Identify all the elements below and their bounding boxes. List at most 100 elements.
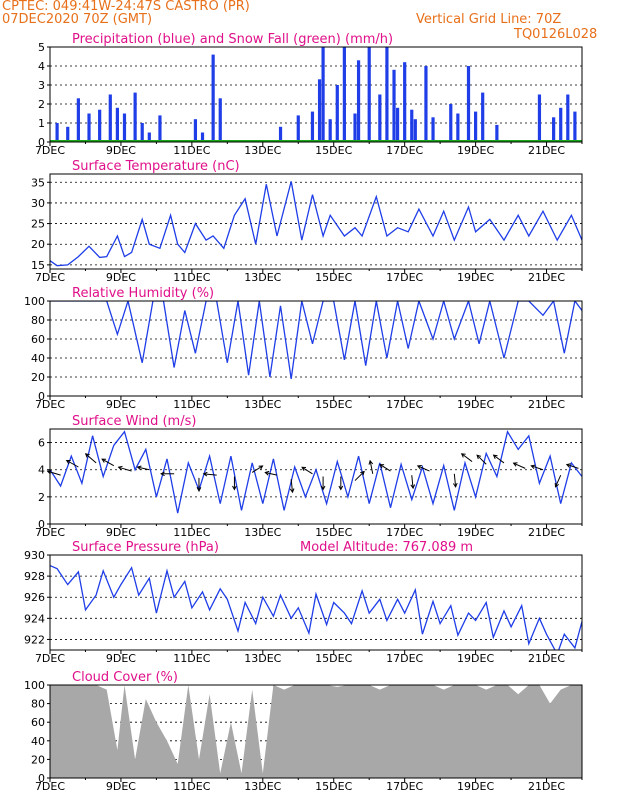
wind-arrow — [512, 462, 526, 469]
wind-title: Surface Wind (m/s) — [72, 414, 196, 429]
temperature-frame — [49, 173, 583, 270]
precip-bar — [321, 47, 325, 142]
wind-arrow — [554, 474, 562, 488]
temperature-series — [50, 181, 582, 267]
precip-bar — [133, 92, 137, 142]
y-tick-label: 40 — [31, 352, 45, 365]
x-tick-label: 19DEC — [457, 780, 494, 793]
x-tick-label: 15DEC — [315, 526, 352, 539]
wind-arrow — [320, 476, 326, 491]
x-tick-label: 9DEC — [106, 526, 136, 539]
precip-bar — [356, 60, 361, 142]
x-tick-label: 15DEC — [315, 652, 352, 665]
precip-bar — [378, 94, 382, 142]
y-tick-label: 100 — [24, 679, 45, 692]
cloud-cover-area — [50, 685, 582, 778]
x-tick-label: 21DEC — [528, 652, 565, 665]
precip-bar — [474, 111, 478, 142]
wind-arrow — [416, 465, 430, 472]
x-tick-label: 19DEC — [457, 144, 494, 157]
wind-arrow — [530, 464, 544, 471]
wind-arrow — [117, 465, 132, 472]
x-tick-label: 15DEC — [315, 780, 352, 793]
pressure-frame — [49, 554, 583, 651]
wind-series — [50, 430, 582, 514]
x-tick-label: 7DEC — [35, 271, 65, 284]
y-tick-label: 2 — [38, 491, 45, 504]
wind-arrow — [565, 463, 579, 469]
x-tick-label: 21DEC — [528, 271, 565, 284]
precip-panel: Precipitation (blue) and Snow Fall (gree… — [35, 32, 583, 157]
x-tick-label: 17DEC — [386, 780, 423, 793]
wind-panel: Surface Wind (m/s) 0 2 4 6 7DEC 9DEC 11DEC 13DEC… — [35, 414, 583, 539]
precip-bar — [395, 107, 400, 142]
x-tick-label: 7DEC — [35, 526, 65, 539]
x-tick-label: 13DEC — [244, 652, 281, 665]
precip-bar — [424, 66, 428, 142]
y-tick-label: 20 — [31, 753, 45, 766]
precip-bar — [66, 126, 70, 142]
y-tick-label: 924 — [24, 612, 45, 625]
pressure-line — [50, 565, 582, 650]
wind-arrow — [452, 473, 458, 488]
precip-bar — [147, 132, 151, 142]
precip-bar — [537, 94, 542, 142]
cloud-panel: Cloud Cover (%) 0 20 40 60 80 100 7DEC 9DEC 11DEC… — [24, 670, 583, 793]
x-tick-label: 17DEC — [386, 526, 423, 539]
y-tick-label: 5 — [38, 41, 45, 54]
precip-bar — [403, 62, 407, 142]
cloud-series — [50, 685, 582, 778]
x-tick-label: 11DEC — [173, 398, 210, 411]
x-tick-label: 9DEC — [106, 398, 136, 411]
y-tick-label: 80 — [31, 698, 45, 711]
x-tick-label: 17DEC — [386, 271, 423, 284]
y-tick-label: 930 — [24, 549, 45, 562]
precip-bar — [559, 107, 563, 142]
y-tick-label: 60 — [31, 716, 45, 729]
precip-bar — [353, 113, 357, 142]
x-tick-label: 13DEC — [244, 144, 281, 157]
y-tick-label: 30 — [31, 197, 45, 210]
y-tick-label: 928 — [24, 570, 45, 583]
x-tick-label: 21DEC — [528, 780, 565, 793]
precip-bar — [317, 79, 322, 142]
temperature-line — [50, 181, 582, 267]
wind-arrow — [492, 454, 505, 464]
y-tick-label: 926 — [24, 591, 45, 604]
x-tick-label: 19DEC — [457, 271, 494, 284]
x-tick-label: 19DEC — [457, 398, 494, 411]
grid-note: Vertical Grid Line: 70Z — [416, 12, 562, 27]
wind-arrow — [379, 464, 391, 472]
precip-bar — [367, 47, 371, 142]
precip-bar — [158, 115, 162, 142]
precip-bar — [211, 54, 215, 142]
temperature-panel: Surface Temperature (nC) 15 20 25 30 35 7DEC 9D… — [31, 159, 583, 284]
y-tick-label: 922 — [24, 633, 45, 646]
precip-bar — [431, 117, 435, 142]
precip-bar — [573, 111, 577, 142]
wind-arrow — [476, 454, 487, 465]
cloud-title: Cloud Cover (%) — [72, 670, 178, 685]
y-tick-label: 0 — [38, 390, 45, 403]
precip-bar — [410, 109, 414, 142]
x-tick-label: 13DEC — [244, 780, 281, 793]
wind-arrow — [289, 479, 295, 494]
x-tick-label: 11DEC — [173, 780, 210, 793]
wind-arrow — [264, 470, 278, 476]
y-tick-label: 100 — [24, 295, 45, 308]
precip-bar — [115, 107, 119, 142]
y-tick-label: 25 — [31, 218, 45, 231]
wind-arrow — [232, 476, 237, 491]
precip-series — [50, 47, 582, 142]
y-tick-label: 40 — [31, 735, 45, 748]
precip-bar — [342, 47, 346, 142]
x-tick-label: 9DEC — [106, 144, 136, 157]
x-tick-label: 17DEC — [386, 398, 423, 411]
precip-bar — [466, 66, 471, 142]
y-tick-label: 1 — [38, 117, 45, 130]
precip-bar — [335, 85, 339, 142]
x-tick-label: 13DEC — [244, 526, 281, 539]
precip-bar — [566, 94, 570, 142]
wind-arrow — [136, 465, 150, 471]
